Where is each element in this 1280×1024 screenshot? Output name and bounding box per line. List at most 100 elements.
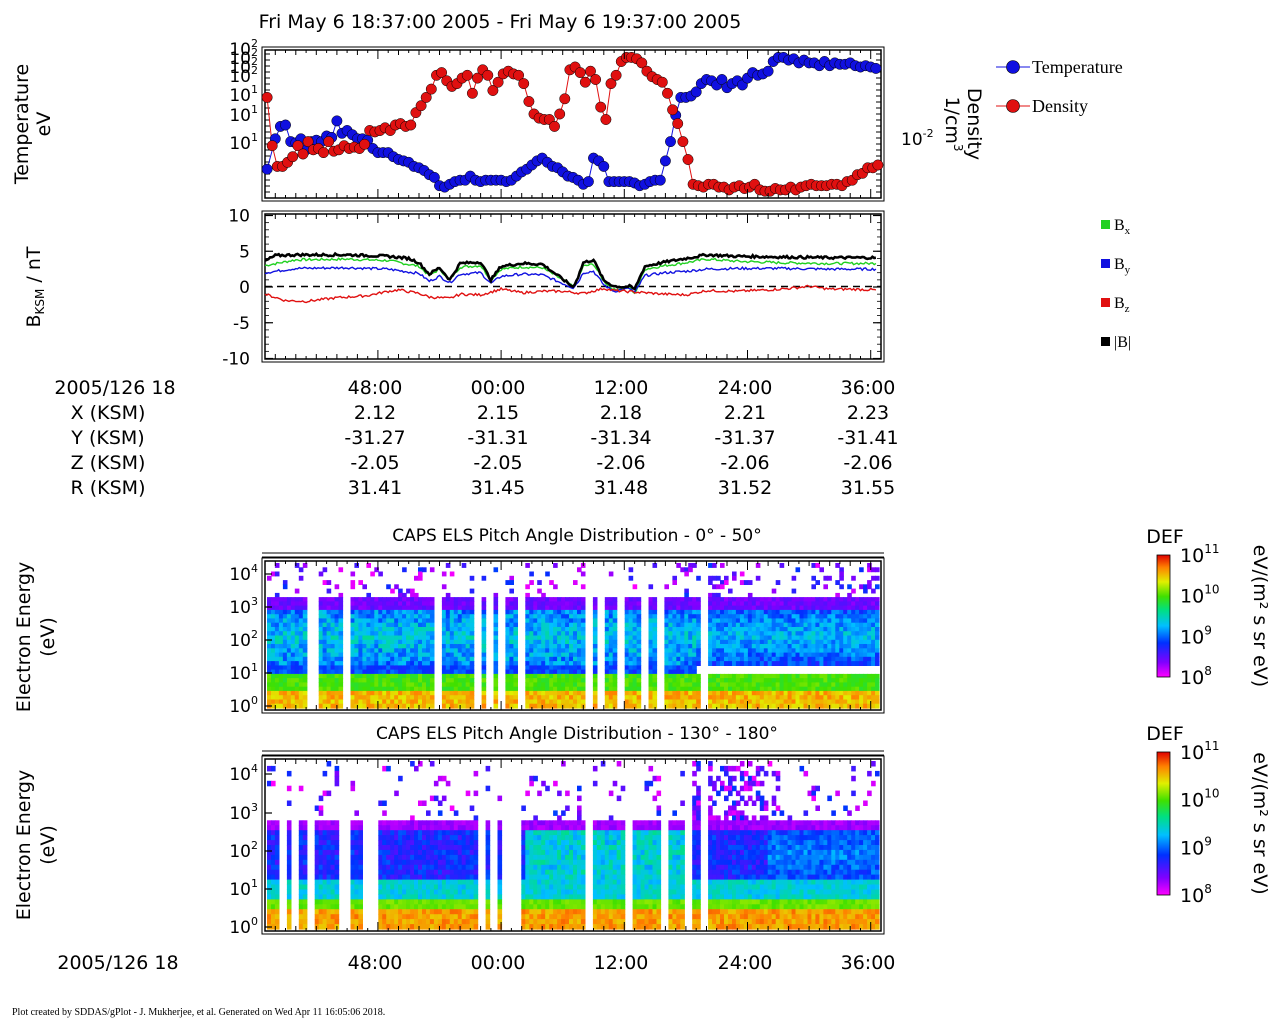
spec-cell — [525, 879, 530, 886]
ephem-value-0-3: 24:00 — [718, 377, 773, 399]
spec-cell — [465, 904, 471, 910]
spec-cell — [867, 618, 872, 624]
spec-cell — [398, 889, 403, 895]
spec-cell — [437, 800, 443, 806]
spec-cell — [680, 635, 685, 641]
spec-cell — [410, 703, 415, 709]
spec-cell — [374, 567, 379, 573]
spec-cell — [672, 665, 677, 671]
colorbar-tick-0: 1011 — [1180, 542, 1219, 567]
spec-cell — [525, 849, 530, 856]
spec-cell — [267, 652, 272, 658]
spec-cell — [453, 924, 459, 930]
spec-cell — [267, 914, 272, 920]
spec-cell — [290, 648, 296, 654]
spec-cell — [402, 849, 407, 856]
spec-cell — [465, 601, 471, 607]
spec-cell — [561, 622, 566, 628]
spec-cell — [696, 575, 701, 581]
point-density-32 — [425, 83, 437, 95]
spec-cell — [402, 854, 407, 861]
spec-cell — [457, 652, 463, 658]
spec-cell — [815, 682, 820, 688]
spec-cell — [676, 639, 681, 645]
spec-cell — [577, 601, 582, 607]
spec-cell — [751, 639, 757, 645]
spec-cell — [274, 618, 280, 624]
spec-cell — [529, 661, 534, 666]
spec-cell — [732, 571, 737, 577]
spec-cell — [453, 830, 459, 836]
spec-cell — [696, 686, 701, 692]
spec-cell — [632, 644, 638, 649]
spec-cell — [445, 597, 451, 602]
spec-cell — [290, 699, 296, 705]
spec-cell — [668, 686, 673, 692]
spec-cell — [437, 874, 443, 881]
spec-cell — [394, 845, 399, 851]
spec-cell — [302, 673, 308, 679]
spec-cell — [728, 627, 733, 632]
spec-cell — [573, 631, 578, 637]
spec-cell — [751, 601, 757, 607]
spec-cell — [751, 699, 757, 705]
spec-cell — [485, 914, 491, 920]
spec-cell — [382, 800, 387, 806]
spec-cell — [636, 639, 642, 645]
spec-cell — [549, 884, 554, 890]
spec-cell — [457, 919, 463, 925]
spec-cell — [823, 601, 828, 607]
spec-cell — [445, 682, 451, 688]
spec-cell — [577, 661, 582, 666]
spec-cell — [628, 648, 634, 654]
spec-cell — [521, 914, 526, 920]
spec-cell — [823, 614, 828, 620]
spec-cell — [418, 859, 423, 866]
spec-cell — [302, 699, 308, 705]
spec-cell — [859, 618, 864, 624]
spec-cell — [505, 678, 510, 683]
spec-cell — [473, 874, 479, 881]
spec-cell — [545, 631, 550, 637]
spec-cell — [497, 854, 503, 861]
spec-cell — [370, 673, 375, 679]
spec-cell — [843, 631, 848, 637]
spec-cell — [604, 622, 610, 628]
spec-cell — [648, 695, 654, 701]
spec-cell — [330, 854, 336, 861]
spec-cell — [839, 614, 844, 620]
spec-cell — [422, 631, 427, 637]
spec-cell — [338, 644, 344, 649]
spec-cell — [402, 835, 407, 841]
spec-cell — [775, 597, 781, 602]
spec-cell — [839, 635, 844, 641]
spec-cell — [366, 597, 371, 602]
spec-cell — [716, 614, 721, 620]
spec-cell — [684, 609, 689, 615]
spec-cell — [867, 614, 872, 620]
spec-cell — [290, 703, 296, 709]
spec-cell — [318, 849, 324, 856]
spec-cell — [290, 652, 296, 658]
spec-cell — [271, 571, 276, 577]
spec-cell — [469, 661, 475, 666]
spec-cell — [422, 854, 427, 861]
spec-cell — [445, 894, 451, 900]
spec-cell — [473, 889, 479, 895]
spec-cell — [847, 652, 852, 658]
spec-cell — [429, 597, 435, 602]
spec-cell — [712, 575, 717, 581]
spec-cell — [298, 618, 304, 624]
spec-cell — [628, 618, 634, 624]
spec-cell — [720, 563, 725, 568]
spec-cell — [871, 682, 876, 688]
spec-cell — [354, 669, 359, 675]
spec-cell — [672, 605, 677, 611]
spec-cell — [608, 609, 614, 615]
spec-cell — [469, 840, 475, 846]
spec-cell — [398, 884, 403, 890]
spec-cell — [410, 690, 415, 696]
spec-cell — [807, 695, 813, 701]
spec-cell — [819, 690, 824, 696]
spec-cell — [274, 571, 280, 577]
